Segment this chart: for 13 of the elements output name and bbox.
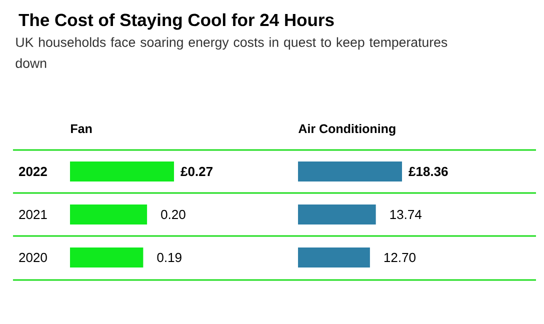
data-label: 0.20 [161,210,186,220]
data-label: £0.27 [180,166,212,176]
y-tick-label: 2021 [19,210,47,220]
x-axis-title: Air Conditioning [298,124,396,136]
x-axis-title: Fan [71,124,92,134]
text: UK households face soaring energy costs in quest to keep temperatures down [16,37,448,68]
y-tick-label: 2020 [19,252,47,262]
data-label: 13.74 [390,210,422,220]
y-tick-label: 2022 [18,166,47,176]
chart-title: The Cost of Staying Cool for 24 Hours [18,13,334,30]
data-label: £18.36 [408,166,448,176]
data-label: 0.19 [157,252,182,262]
data-label: 12.70 [384,252,416,262]
